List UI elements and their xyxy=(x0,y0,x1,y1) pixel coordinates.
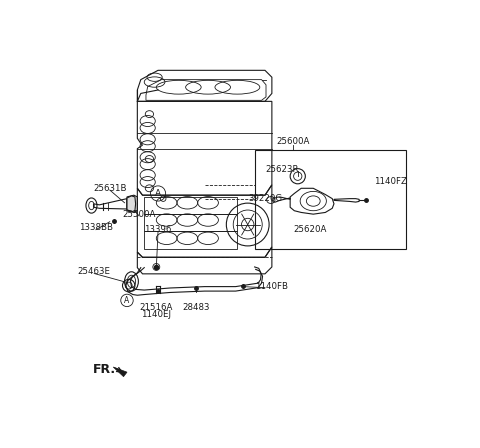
Text: 39220G: 39220G xyxy=(248,194,282,203)
Bar xyxy=(144,214,238,232)
Text: 1140FZ: 1140FZ xyxy=(373,177,407,186)
Text: 1140EJ: 1140EJ xyxy=(141,310,171,319)
Text: FR.: FR. xyxy=(93,363,116,376)
Text: A: A xyxy=(124,296,130,305)
Text: 25500A: 25500A xyxy=(122,210,156,219)
Text: 25631B: 25631B xyxy=(93,184,127,193)
Text: 25600A: 25600A xyxy=(276,137,309,146)
Text: A: A xyxy=(155,189,161,198)
Text: 25620A: 25620A xyxy=(293,225,326,234)
Text: 25463E: 25463E xyxy=(78,267,111,276)
Bar xyxy=(144,232,238,249)
Bar xyxy=(144,197,238,214)
Text: 1140FB: 1140FB xyxy=(255,282,288,291)
Text: 21516A: 21516A xyxy=(140,303,173,312)
Polygon shape xyxy=(127,196,136,212)
Text: 28483: 28483 xyxy=(182,303,210,312)
Text: 1338BB: 1338BB xyxy=(79,224,113,233)
Text: 13396: 13396 xyxy=(144,225,172,234)
Polygon shape xyxy=(113,367,127,377)
Text: 25623R: 25623R xyxy=(265,165,299,174)
Bar xyxy=(254,151,407,249)
